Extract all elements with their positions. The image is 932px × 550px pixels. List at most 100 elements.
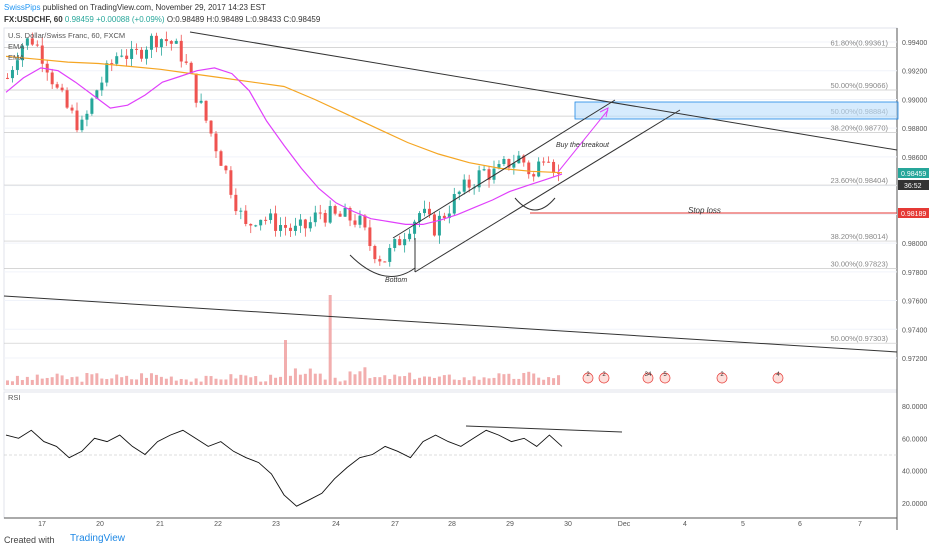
tradingview-logo[interactable]: TradingView <box>70 533 126 544</box>
candle-body <box>457 191 461 195</box>
legend-title: U.S. Dollar/Swiss Franc, 60, FXCM <box>8 31 125 40</box>
volume-bar <box>348 371 352 385</box>
candle-body <box>90 98 94 114</box>
breakout-arrow <box>557 109 609 173</box>
publisher-name[interactable]: SwissPips <box>4 3 41 12</box>
event-marker-label: 2 <box>602 372 606 378</box>
volume-bar <box>343 380 347 385</box>
volume-bar <box>60 375 64 385</box>
volume-bar <box>487 378 491 385</box>
volume-bar <box>552 378 556 385</box>
volume-bar <box>279 376 283 385</box>
candle-body <box>328 206 332 223</box>
volume-bar <box>517 378 521 385</box>
rsi-line <box>5 429 563 507</box>
volume-bar <box>65 379 69 385</box>
volume-bar <box>477 379 481 385</box>
event-marker-label: 4 <box>776 372 780 378</box>
candle-body <box>532 174 536 177</box>
volume-bar <box>244 375 248 385</box>
event-marker-label: 5 <box>663 372 667 378</box>
candle-body <box>547 161 551 163</box>
price-tick-label: 0.99000 <box>902 97 927 104</box>
volume-bar <box>413 379 417 385</box>
volume-bar <box>358 371 362 385</box>
candle-body <box>30 38 34 45</box>
time-tick-label: 27 <box>391 521 399 528</box>
time-tick-label: 22 <box>214 521 222 528</box>
volume-bar <box>462 377 466 385</box>
candle-body <box>527 162 531 175</box>
ohlc-close: C:0.98459 <box>283 15 321 24</box>
volume-bar <box>125 375 129 385</box>
candle-body <box>427 208 431 215</box>
candle-body <box>413 221 417 234</box>
candle-body <box>497 164 501 169</box>
candle-body <box>209 120 213 134</box>
lower-trendline <box>3 295 898 353</box>
volume-bar <box>427 376 431 385</box>
volume-bar <box>437 376 441 385</box>
candle-body <box>169 41 173 44</box>
candle-body <box>398 239 402 246</box>
retest-arc <box>514 197 556 211</box>
candle-body <box>557 172 561 174</box>
volume-bar <box>288 375 292 385</box>
candle-body <box>65 90 69 108</box>
volume-bar <box>497 373 501 385</box>
volume-bar <box>323 379 327 385</box>
candle-body <box>293 225 297 231</box>
candle-body <box>467 179 471 188</box>
candle-body <box>194 73 198 103</box>
rsi-axis-ticks: 80.0000 60.0000 40.0000 20.0000 <box>902 404 927 508</box>
time-tick-label: Dec <box>618 521 631 528</box>
candle-body <box>100 82 104 91</box>
bottom-arc <box>349 254 416 277</box>
event-marker-icon <box>659 372 671 384</box>
event-marker-icon <box>642 372 654 384</box>
candle-body <box>120 55 124 57</box>
fib-label: 30.00%(0.97823) <box>830 260 888 269</box>
candle-body <box>204 100 208 121</box>
stop-price-text: 0.98189 <box>901 211 926 218</box>
volume-bar <box>527 371 531 385</box>
volume-bar <box>229 374 233 385</box>
candle-body <box>482 169 486 171</box>
volume-bar <box>90 374 94 385</box>
candle-body <box>378 259 382 262</box>
volume-bar <box>159 376 163 385</box>
candle-body <box>40 45 44 64</box>
candle-body <box>264 219 268 221</box>
candle-body <box>279 225 283 231</box>
candle-body <box>333 206 337 214</box>
volume-bar <box>467 380 471 385</box>
candle-body <box>234 194 238 212</box>
fib-label: 23.60%(0.98404) <box>830 176 888 185</box>
candle-body <box>115 56 119 64</box>
volume-bar <box>249 377 253 385</box>
candle-body <box>303 219 307 229</box>
candle-body <box>432 214 436 236</box>
volume-bar <box>338 381 342 385</box>
volume-bar <box>50 377 54 385</box>
volume-bar <box>383 375 387 385</box>
volume-bar <box>239 374 243 385</box>
candle-body <box>140 49 144 59</box>
volume-bar <box>423 376 426 385</box>
candle-body <box>154 35 158 48</box>
candle-body <box>239 210 243 212</box>
last-price: 0.98459 <box>64 15 94 24</box>
candle-body <box>224 165 228 171</box>
candle-body <box>462 179 466 192</box>
event-marker-label: 34 <box>645 372 652 378</box>
change-label: +0.00088 (+0.09%) <box>96 15 165 24</box>
volume-bars <box>6 295 561 385</box>
volume-bar <box>189 381 193 385</box>
volume-bar <box>45 377 49 385</box>
time-tick-label: 5 <box>741 521 745 528</box>
candle-body <box>55 84 59 88</box>
price-chart[interactable]: 61.80%(0.99361) 50.00%(0.99066) 50.00%(0.9… <box>0 0 932 530</box>
volume-bar <box>393 374 397 385</box>
volume-bar <box>457 379 461 385</box>
price-tick-label: 0.99200 <box>902 69 927 76</box>
